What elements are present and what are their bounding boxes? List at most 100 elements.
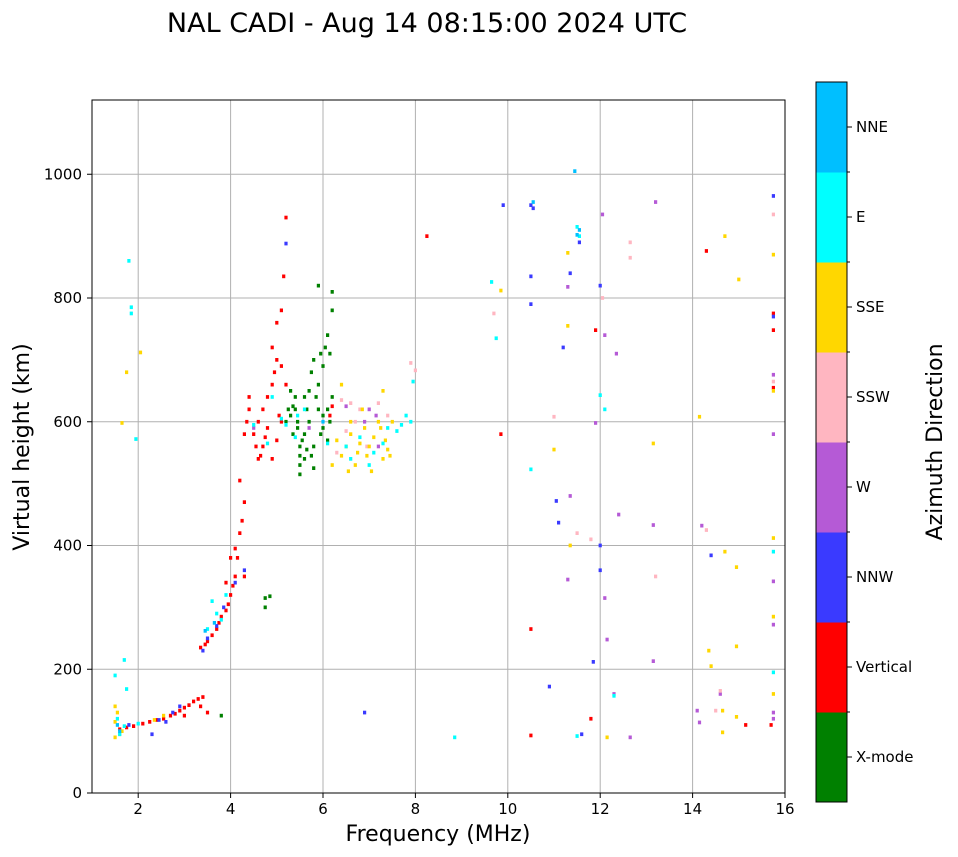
data-point-e: [302, 407, 307, 412]
data-point-vertical: [259, 453, 263, 458]
data-point-sse: [723, 549, 727, 554]
data-point-x-mode: [300, 438, 304, 443]
data-point-nnw: [771, 314, 775, 319]
data-points: [113, 169, 775, 740]
data-point-w: [363, 419, 367, 424]
data-point-nnw: [233, 580, 237, 585]
colorbar-swatch-sse: [816, 262, 847, 353]
data-point-vertical: [328, 413, 332, 418]
data-point-vertical: [265, 395, 270, 399]
data-point-ssw: [552, 414, 556, 419]
data-point-vertical: [231, 583, 235, 588]
data-point-w: [617, 512, 621, 517]
data-point-x-mode: [284, 419, 288, 424]
data-point-vertical: [226, 602, 230, 607]
data-point-e: [122, 658, 126, 662]
data-point-e: [129, 305, 133, 310]
data-point-w: [771, 710, 775, 715]
data-point-ssw: [600, 296, 605, 300]
data-point-x-mode: [305, 407, 309, 412]
data-point-e: [344, 444, 348, 449]
data-point-e: [134, 437, 138, 441]
data-point-vertical: [229, 593, 233, 597]
x-tick-label: 16: [775, 800, 794, 818]
data-point-vertical: [277, 413, 281, 418]
data-point-vertical: [148, 720, 152, 724]
data-point-e: [113, 673, 117, 678]
data-point-e: [127, 259, 131, 263]
data-point-vertical: [196, 697, 200, 701]
data-point-vertical: [261, 407, 265, 412]
data-point-vertical: [199, 645, 203, 650]
data-point-sse: [721, 708, 725, 713]
colorbar-swatch-nne: [816, 82, 847, 173]
data-point-nnw: [561, 345, 565, 350]
data-point-vertical: [162, 716, 166, 721]
data-point-nnw: [591, 660, 595, 664]
data-point-w: [605, 637, 609, 642]
data-point-sse: [734, 644, 739, 649]
data-point-sse: [697, 414, 702, 419]
data-point-vertical: [118, 727, 122, 732]
x-tick-label: 8: [411, 800, 421, 818]
data-point-vertical: [254, 444, 258, 449]
data-point-w: [307, 426, 311, 430]
data-point-sse: [369, 469, 374, 474]
data-point-x-mode: [321, 413, 325, 418]
data-point-sse: [138, 350, 143, 355]
data-point-ssw: [492, 311, 496, 316]
colorbar-tick-label: W: [856, 478, 871, 496]
data-point-nnw: [201, 648, 205, 653]
data-point-vertical: [224, 608, 228, 613]
data-point-ssw: [409, 361, 413, 365]
data-point-e: [270, 395, 274, 399]
data-point-x-mode: [316, 283, 320, 288]
data-point-e: [395, 429, 399, 433]
data-point-vertical: [233, 574, 237, 579]
data-point-vertical: [275, 358, 279, 362]
data-point-vertical: [187, 703, 191, 707]
data-point-x-mode: [330, 290, 334, 294]
data-point-sse: [566, 324, 570, 328]
data-point-e: [219, 617, 223, 622]
data-point-sse: [376, 419, 380, 424]
data-point-e: [215, 611, 219, 616]
data-point-vertical: [182, 713, 186, 718]
data-point-x-mode: [298, 444, 302, 449]
data-point-vertical: [217, 621, 221, 625]
data-point-sse: [386, 447, 390, 452]
data-point-w: [628, 735, 632, 740]
colorbar-swatch-x-mode: [816, 712, 847, 803]
y-tick-label: 400: [53, 537, 82, 555]
data-point-nnw: [577, 240, 581, 245]
data-point-e: [118, 732, 122, 737]
data-point-w: [374, 413, 378, 418]
data-point-nnw: [529, 302, 533, 306]
data-point-vertical: [275, 438, 279, 443]
data-point-x-mode: [302, 457, 307, 461]
data-point-vertical: [242, 574, 246, 579]
data-point-sse: [771, 692, 775, 696]
x-axis: 2 4 6 8 10 12 14 16: [133, 793, 795, 818]
data-point-sse: [499, 288, 503, 293]
gridlines: [92, 100, 785, 793]
data-point-ssw: [413, 368, 417, 373]
data-point-sse: [390, 419, 394, 424]
data-point-w: [697, 720, 702, 725]
data-point-e: [453, 735, 457, 740]
data-point-nnw: [178, 704, 182, 709]
data-point-nne: [321, 419, 325, 424]
data-point-e: [603, 407, 607, 412]
x-tick-label: 6: [318, 800, 328, 818]
data-point-w: [376, 444, 380, 449]
data-point-w: [612, 692, 616, 696]
data-point-x-mode: [319, 351, 323, 356]
data-point-sse: [125, 370, 129, 375]
data-point-vertical: [235, 556, 240, 560]
data-point-nne: [118, 729, 122, 733]
data-point-vertical: [219, 614, 223, 619]
data-point-nnw: [771, 194, 775, 198]
data-point-vertical: [238, 478, 242, 483]
data-point-sse: [383, 438, 387, 443]
colorbar-swatch-w: [816, 442, 847, 533]
